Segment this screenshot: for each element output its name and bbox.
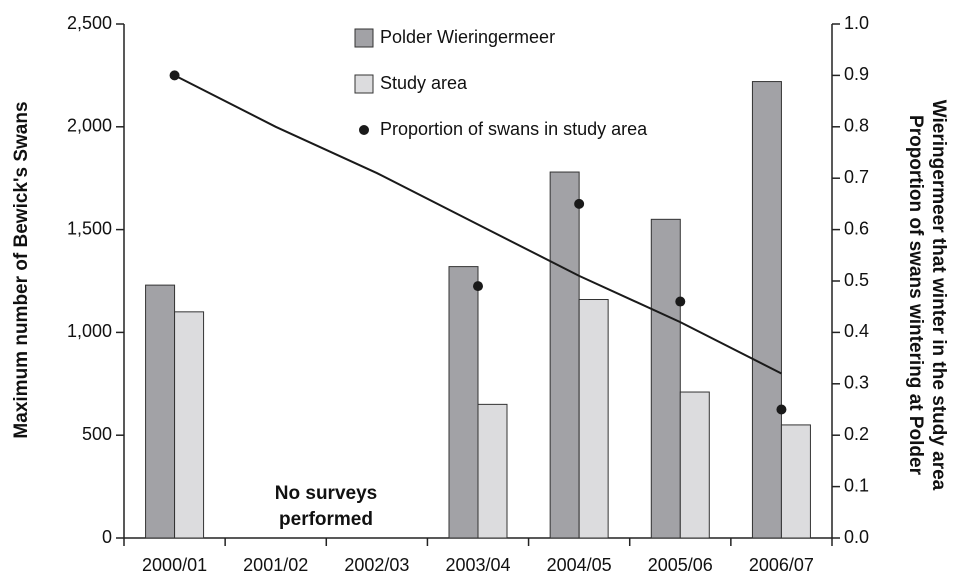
legend-swatch	[354, 74, 374, 94]
point	[675, 296, 686, 307]
y2-tick-label: 0.4	[844, 321, 869, 341]
annotation: No surveys	[275, 483, 377, 504]
y-tick-label: 0	[102, 527, 112, 547]
y2-tick-label: 0.3	[844, 373, 869, 393]
bar	[650, 218, 681, 539]
x-tick-label: 2002/03	[344, 555, 409, 575]
y-tick-label: 2,500	[67, 13, 112, 33]
y-axis-label: Maximum number of Bewick's Swans	[11, 101, 32, 438]
point	[574, 198, 585, 209]
x-tick-label: 2000/01	[142, 555, 207, 575]
bar	[679, 391, 710, 539]
y2-tick-label: 0.8	[844, 116, 869, 136]
y2-tick-label: 0.9	[844, 64, 869, 84]
y-tick-label: 2,000	[67, 116, 112, 136]
legend-label: Polder Wieringermeer	[380, 27, 555, 47]
y2-tick-label: 1.0	[844, 13, 869, 33]
x-tick-label: 2003/04	[445, 555, 510, 575]
x-tick-label: 2001/02	[243, 555, 308, 575]
annotation: performed	[279, 509, 373, 530]
y2-axis-label: Wieringermeer that winter in the study a…	[928, 100, 949, 491]
bar	[448, 266, 479, 539]
x-tick-label: 2004/05	[547, 555, 612, 575]
y2-tick-label: 0.5	[844, 270, 869, 290]
legend-swatch	[354, 28, 374, 48]
y2-tick-label: 0.2	[844, 424, 869, 444]
legend-swatch	[359, 125, 369, 135]
bar	[549, 171, 580, 539]
bar	[477, 403, 508, 539]
bar	[780, 424, 811, 539]
y-tick-label: 500	[82, 424, 112, 444]
y-tick-label: 1,500	[67, 218, 112, 238]
y2-axis-label: Proportion of swans wintering at Polder	[905, 115, 926, 476]
trend-line	[174, 74, 782, 375]
bar	[145, 284, 176, 539]
x-tick-label: 2006/07	[749, 555, 814, 575]
bar	[751, 81, 782, 539]
point	[473, 281, 483, 292]
y2-tick-label: 0.7	[844, 167, 869, 187]
x-tick-label: 2005/06	[648, 555, 713, 575]
y-tick-label: 1,000	[67, 321, 112, 341]
y2-tick-label: 0.1	[844, 475, 869, 495]
bar	[174, 311, 205, 539]
y2-tick-label: 0.6	[844, 218, 869, 238]
legend-label: Proportion of swans in study area	[380, 119, 648, 139]
bar	[578, 299, 609, 539]
legend-label: Study area	[380, 73, 468, 93]
point	[776, 404, 787, 415]
y2-tick-label: 0.0	[844, 527, 869, 547]
